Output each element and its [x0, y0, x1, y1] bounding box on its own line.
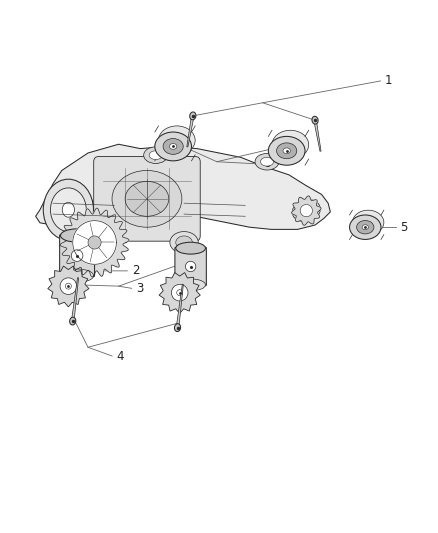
- Text: 2: 2: [132, 264, 139, 277]
- Circle shape: [88, 236, 101, 249]
- Ellipse shape: [62, 203, 74, 217]
- Ellipse shape: [50, 188, 86, 231]
- Polygon shape: [48, 266, 89, 307]
- Circle shape: [177, 290, 183, 296]
- Ellipse shape: [159, 126, 195, 155]
- Ellipse shape: [292, 199, 320, 222]
- Ellipse shape: [60, 229, 94, 242]
- Polygon shape: [159, 272, 200, 313]
- FancyBboxPatch shape: [175, 247, 206, 286]
- Polygon shape: [71, 278, 78, 321]
- Polygon shape: [60, 208, 129, 277]
- Ellipse shape: [176, 279, 205, 291]
- Ellipse shape: [125, 181, 169, 216]
- Ellipse shape: [60, 269, 94, 282]
- Ellipse shape: [70, 317, 76, 325]
- Ellipse shape: [312, 116, 318, 124]
- Ellipse shape: [63, 225, 91, 247]
- Ellipse shape: [190, 112, 196, 120]
- Polygon shape: [187, 116, 194, 147]
- Ellipse shape: [353, 210, 384, 235]
- Ellipse shape: [362, 225, 368, 230]
- Ellipse shape: [170, 231, 198, 253]
- Circle shape: [71, 250, 83, 261]
- Text: 4: 4: [117, 350, 124, 362]
- Ellipse shape: [357, 221, 374, 234]
- Ellipse shape: [149, 151, 162, 159]
- Ellipse shape: [261, 157, 274, 166]
- Ellipse shape: [163, 139, 183, 155]
- Ellipse shape: [112, 171, 182, 227]
- Ellipse shape: [255, 154, 279, 170]
- Circle shape: [65, 283, 71, 289]
- Polygon shape: [292, 196, 321, 225]
- Ellipse shape: [350, 215, 381, 239]
- Circle shape: [60, 278, 77, 294]
- Ellipse shape: [43, 179, 93, 240]
- Text: 5: 5: [400, 221, 408, 233]
- Ellipse shape: [283, 148, 290, 154]
- Ellipse shape: [276, 143, 297, 159]
- Ellipse shape: [174, 324, 180, 332]
- Ellipse shape: [272, 130, 309, 159]
- Circle shape: [185, 261, 196, 272]
- Ellipse shape: [268, 136, 305, 165]
- Ellipse shape: [69, 229, 85, 243]
- Polygon shape: [314, 120, 321, 151]
- Ellipse shape: [176, 236, 192, 249]
- Text: 6: 6: [263, 157, 270, 171]
- FancyBboxPatch shape: [94, 157, 200, 241]
- Circle shape: [171, 285, 188, 301]
- Ellipse shape: [170, 143, 177, 149]
- Polygon shape: [73, 221, 117, 264]
- Ellipse shape: [155, 132, 191, 161]
- Text: 3: 3: [136, 282, 143, 295]
- Polygon shape: [176, 284, 184, 328]
- Circle shape: [300, 205, 312, 217]
- FancyBboxPatch shape: [60, 235, 95, 277]
- Polygon shape: [35, 144, 330, 229]
- Ellipse shape: [176, 242, 205, 254]
- Text: 1: 1: [385, 75, 392, 87]
- Ellipse shape: [144, 147, 168, 164]
